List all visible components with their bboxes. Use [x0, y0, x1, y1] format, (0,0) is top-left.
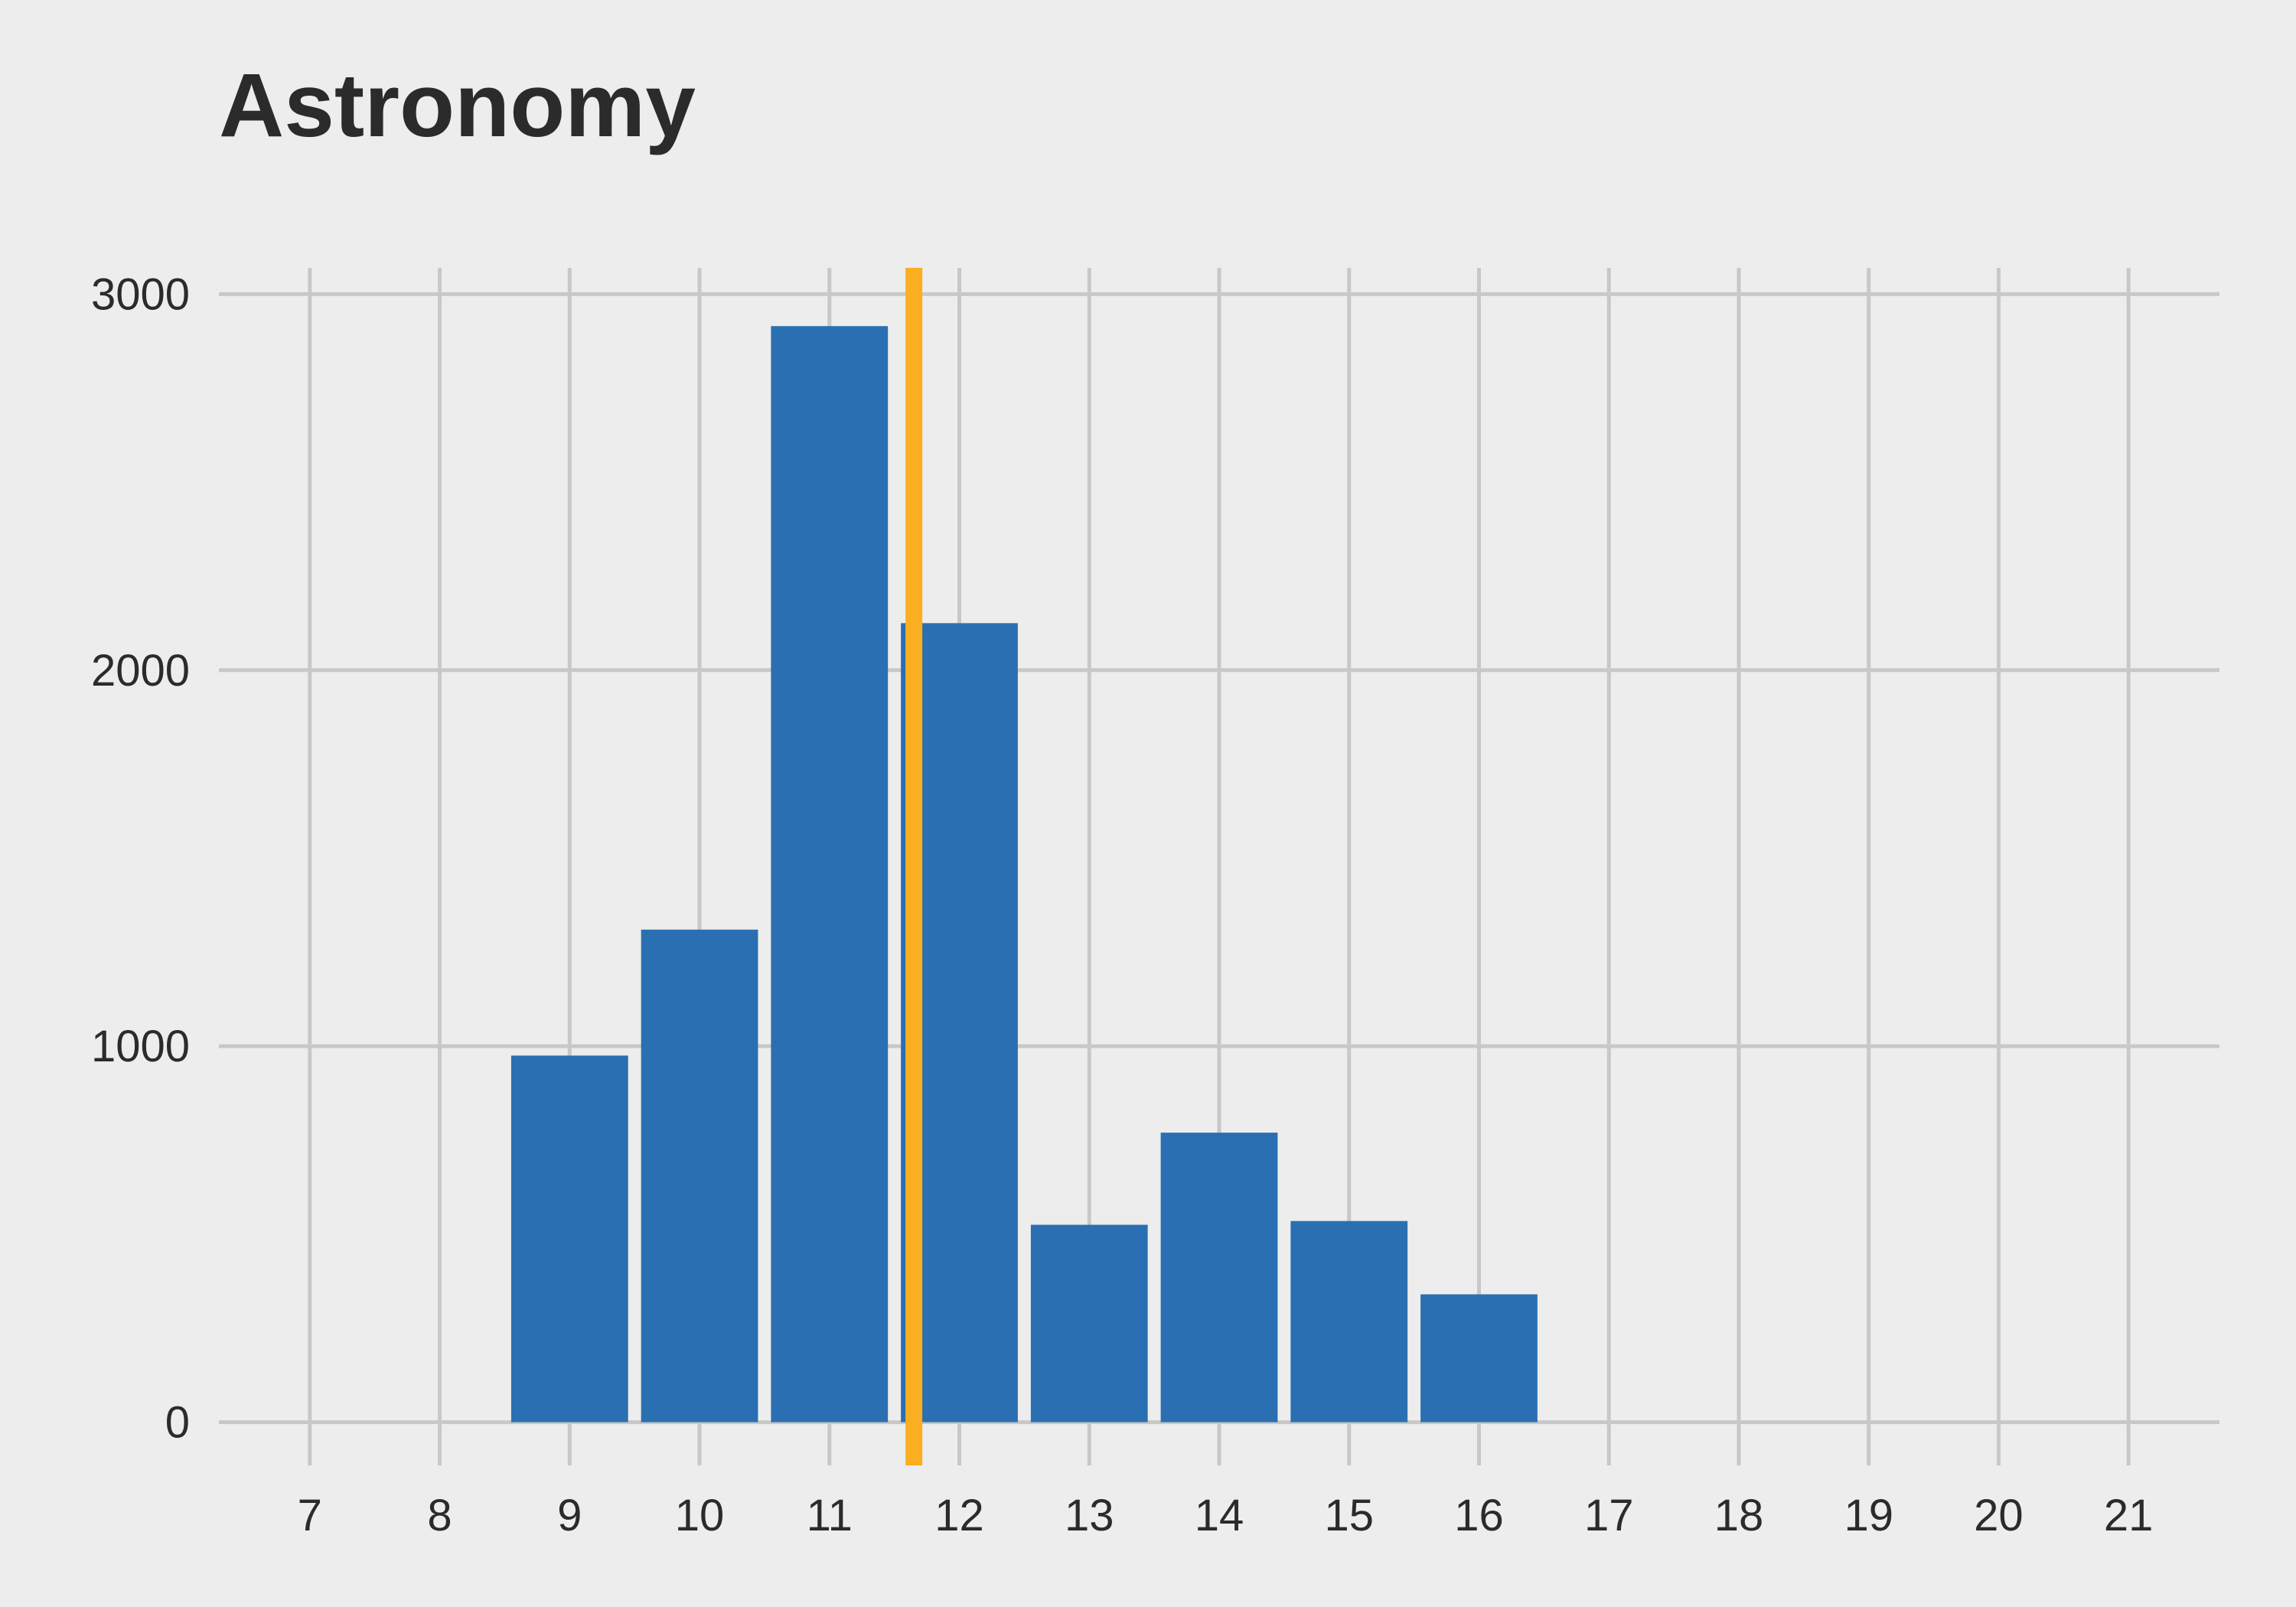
- reference-line-layer: [905, 268, 923, 1465]
- x-tick-label: 8: [427, 1491, 452, 1540]
- y-tick-label: 0: [165, 1397, 190, 1447]
- x-tick-label: 9: [557, 1491, 582, 1540]
- bars: [510, 326, 1538, 1423]
- x-tick-label: 18: [1714, 1491, 1764, 1540]
- bar: [1290, 1221, 1408, 1423]
- x-tick-label: 7: [298, 1491, 322, 1540]
- x-tick-label: 17: [1584, 1491, 1634, 1540]
- x-tick-label: 19: [1844, 1491, 1893, 1540]
- y-tick-label: 3000: [91, 269, 190, 319]
- chart-title: Astronomy: [219, 55, 696, 156]
- x-tick-label: 12: [934, 1491, 984, 1540]
- bar: [1160, 1133, 1278, 1423]
- reference-line: [905, 268, 923, 1465]
- x-axis-ticks: 7 8 9 10 11 12 13 14 15 16 17 18 19 20 21: [298, 1491, 2154, 1540]
- y-axis-ticks: 0 1000 2000 3000: [91, 269, 190, 1447]
- x-tick-label: 20: [1974, 1491, 2024, 1540]
- x-tick-label: 11: [807, 1491, 853, 1540]
- x-tick-label: 10: [675, 1491, 725, 1540]
- x-tick-label: 13: [1065, 1491, 1114, 1540]
- bar: [1420, 1294, 1538, 1423]
- x-tick-label: 14: [1195, 1491, 1244, 1540]
- bar: [510, 1055, 628, 1423]
- y-tick-label: 1000: [91, 1022, 190, 1071]
- y-tick-label: 2000: [91, 646, 190, 696]
- x-tick-label: 16: [1454, 1491, 1504, 1540]
- x-tick-label: 21: [2104, 1491, 2154, 1540]
- bar: [641, 929, 758, 1423]
- x-tick-label: 15: [1324, 1491, 1374, 1540]
- bar: [771, 326, 889, 1423]
- bar: [1030, 1224, 1148, 1423]
